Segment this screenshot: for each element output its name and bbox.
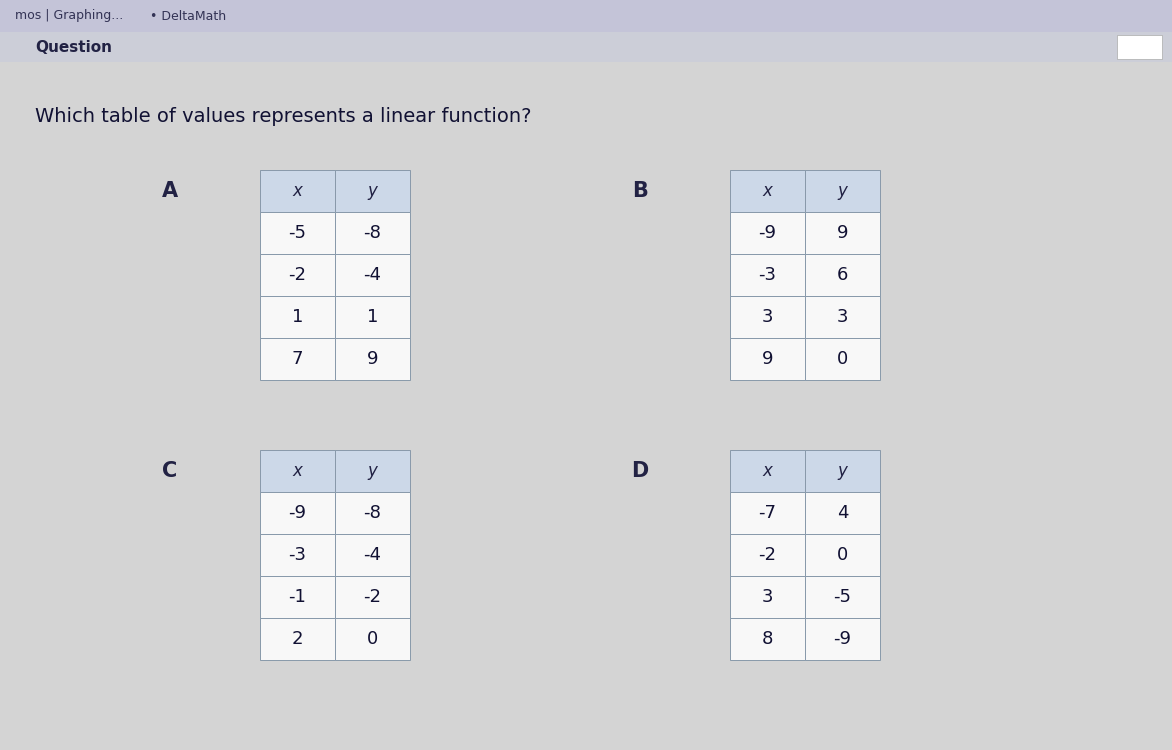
Text: -8: -8 [363,224,381,242]
Bar [260,576,335,618]
Text: 0: 0 [837,350,849,368]
Text: -2: -2 [758,546,777,564]
Text: 3: 3 [762,588,774,606]
Bar [805,618,880,660]
Bar [260,338,335,380]
Bar [730,338,805,380]
Bar [1117,35,1161,59]
Bar [805,450,880,492]
Bar [730,576,805,618]
Bar [0,32,1172,62]
Text: A: A [162,181,178,201]
Bar [260,212,335,254]
Text: -3: -3 [758,266,777,284]
Bar [730,296,805,338]
Bar [730,254,805,296]
Text: -2: -2 [363,588,382,606]
Bar [730,212,805,254]
Text: 9: 9 [762,350,774,368]
Bar [260,296,335,338]
Text: 9: 9 [367,350,379,368]
Bar [335,576,410,618]
Text: 0: 0 [367,630,379,648]
Text: D: D [632,461,648,481]
Text: -4: -4 [363,546,382,564]
Bar [260,618,335,660]
Text: 3: 3 [837,308,849,326]
Text: y: y [368,462,377,480]
Bar [335,338,410,380]
Bar [335,296,410,338]
Bar [805,534,880,576]
Text: x: x [293,462,302,480]
Text: 4: 4 [837,504,849,522]
Bar [805,296,880,338]
Text: mos | Graphing...: mos | Graphing... [15,10,123,22]
Bar [335,534,410,576]
Bar [730,492,805,534]
Text: 8: 8 [762,630,774,648]
Text: -9: -9 [833,630,852,648]
Text: 6: 6 [837,266,849,284]
Text: Question: Question [35,40,113,55]
Text: 3: 3 [762,308,774,326]
Text: 2: 2 [292,630,304,648]
Bar [730,534,805,576]
Bar [805,170,880,212]
Bar [260,170,335,212]
Text: y: y [838,462,847,480]
Text: C: C [163,461,178,481]
Bar [335,618,410,660]
Text: x: x [293,182,302,200]
Bar [335,450,410,492]
Text: -8: -8 [363,504,381,522]
Text: 0: 0 [837,546,849,564]
Bar [730,170,805,212]
Text: • DeltaMath: • DeltaMath [150,10,226,22]
Bar [805,492,880,534]
Text: 1: 1 [367,308,379,326]
Text: -9: -9 [288,504,307,522]
Bar [260,254,335,296]
Text: -9: -9 [758,224,777,242]
Bar [260,450,335,492]
Text: -3: -3 [288,546,307,564]
Text: y: y [368,182,377,200]
Text: -4: -4 [363,266,382,284]
Bar [335,492,410,534]
Bar [730,450,805,492]
Bar [260,534,335,576]
Text: B: B [632,181,648,201]
Bar [0,0,1172,32]
Text: 9: 9 [837,224,849,242]
Text: Which table of values represents a linear function?: Which table of values represents a linea… [35,107,531,127]
Bar [335,170,410,212]
Bar [730,618,805,660]
Text: -2: -2 [288,266,307,284]
Text: 7: 7 [292,350,304,368]
Text: -5: -5 [833,588,852,606]
Text: x: x [763,182,772,200]
Text: -1: -1 [288,588,306,606]
Text: -7: -7 [758,504,777,522]
Bar [805,212,880,254]
Bar [335,254,410,296]
Bar [335,212,410,254]
Text: x: x [763,462,772,480]
Bar [805,338,880,380]
Bar [805,254,880,296]
Text: y: y [838,182,847,200]
Text: 1: 1 [292,308,304,326]
Bar [260,492,335,534]
Bar [805,576,880,618]
Text: -5: -5 [288,224,307,242]
